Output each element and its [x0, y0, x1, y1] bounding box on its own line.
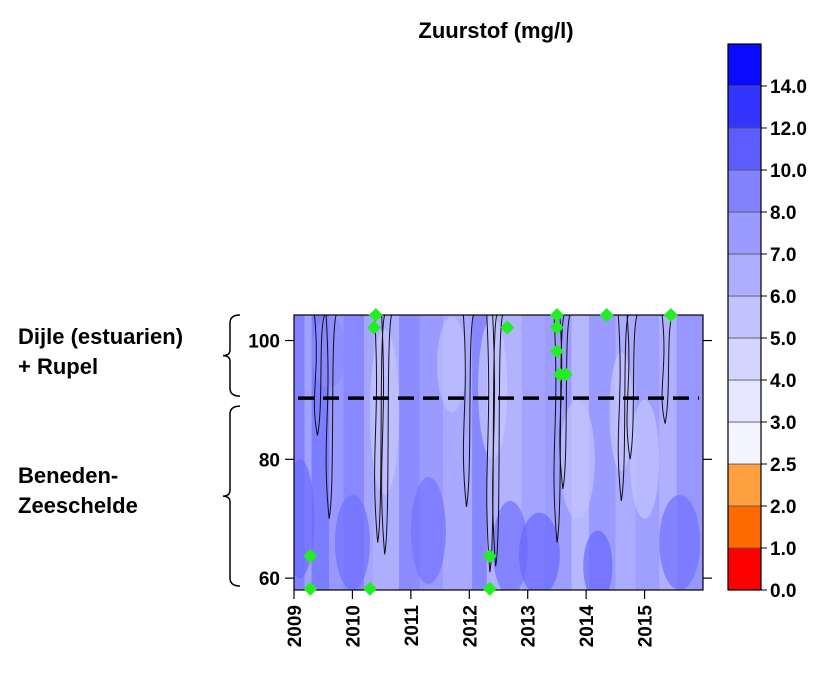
sample-point [549, 308, 564, 322]
region-label-upper: Dijle (estuarien) + Rupel [18, 322, 183, 382]
region-braces [222, 314, 241, 587]
y-axis: 60 80 100 [248, 332, 712, 590]
colorbar-label: 4.0 [770, 371, 796, 392]
contour-line [661, 315, 673, 424]
contour-line [617, 315, 629, 502]
chart-title: Zuurstof (mg/l) [418, 18, 573, 43]
heat-patch [609, 352, 633, 472]
region-label-upper-line2: + Rupel [18, 354, 99, 379]
sample-point [362, 581, 377, 596]
region-label-lower: Beneden- Zeeschelde [18, 461, 138, 521]
heat-patch [311, 316, 347, 389]
heat-band [304, 315, 312, 590]
sample-point [482, 581, 497, 596]
x-tick-label: 2015 [636, 605, 657, 648]
contour-line [462, 315, 474, 507]
colorbar-label: 5.0 [770, 329, 796, 350]
contour-line [381, 315, 393, 555]
sample-point [367, 320, 382, 335]
y-tick-label: 80 [259, 450, 280, 471]
colorbar-swatch [727, 295, 762, 339]
sample-point [558, 367, 573, 382]
colorbar-swatch [727, 379, 762, 423]
x-tick-label: 2009 [285, 605, 306, 647]
y-tick-label: 100 [248, 332, 280, 353]
y-tick-label: 60 [259, 569, 280, 590]
colorbar-swatch [727, 43, 762, 87]
colorbar-label: 8.0 [770, 203, 796, 224]
region-label-lower-line1: Beneden- [18, 463, 119, 488]
x-axis: 2009 2010 2011 2012 2013 2014 2015 [285, 590, 657, 647]
sample-point [500, 320, 515, 335]
region-brace [222, 405, 241, 587]
heat-patch [559, 399, 595, 519]
sample-point [303, 581, 318, 596]
sample-point [303, 549, 318, 564]
contour-line [559, 315, 571, 490]
heat-patch [518, 512, 560, 590]
colorbar-swatch [727, 547, 762, 591]
heat-patch [583, 530, 613, 590]
colorbar-swatch [727, 211, 762, 255]
x-tick-label: 2013 [519, 605, 540, 647]
heat-patch [629, 399, 660, 519]
colorbar-swatch [727, 463, 762, 507]
heat-band [364, 315, 373, 590]
colorbar-legend: 0.0 1.0 2.0 2.5 3.0 4.0 5.0 6.0 7.0 8.0 10.0 12.0 14… [727, 43, 807, 602]
colorbar-label: 3.0 [770, 413, 796, 434]
colorbar-label: 14.0 [770, 77, 807, 98]
colorbar-swatch [727, 505, 762, 549]
colorbar-label: 1.0 [770, 539, 796, 560]
x-tick-label: 2014 [577, 605, 598, 648]
x-tick-label: 2012 [460, 605, 481, 647]
heat-patch [369, 328, 400, 495]
colorbar-swatch [727, 253, 762, 297]
sample-point [599, 308, 614, 322]
heat-patch [294, 459, 315, 579]
heat-patch [659, 494, 701, 590]
sample-point [549, 344, 564, 359]
heat-patch [492, 500, 528, 590]
contour-line [626, 315, 638, 460]
colorbar-swatch [727, 337, 762, 381]
heat-band [294, 315, 305, 590]
colorbar-swatch [727, 169, 762, 213]
sample-point [549, 320, 564, 335]
heat-patch [437, 316, 467, 412]
sample-points [303, 308, 678, 596]
colorbar-swatch [727, 127, 762, 171]
colorbar-swatch [727, 85, 762, 129]
colorbar-label: 10.0 [770, 161, 807, 182]
colorbar-label: 2.5 [770, 455, 797, 476]
colorbar-label: 6.0 [770, 287, 796, 308]
colorbar-frame [727, 43, 762, 591]
plot-frame [293, 314, 704, 591]
colorbar-label: 12.0 [770, 119, 807, 140]
heat-patch [478, 316, 508, 460]
heat-patch [410, 477, 446, 585]
sample-point [482, 549, 497, 564]
contour-line [486, 315, 498, 573]
colorbar-swatch [727, 421, 762, 465]
x-tick-label: 2010 [343, 605, 364, 647]
region-brace [222, 314, 241, 397]
region-label-upper-line1: Dijle (estuarien) [18, 324, 184, 349]
sample-point [663, 308, 678, 322]
contour-line [492, 315, 504, 567]
contour-line [325, 315, 337, 519]
colorbar-label: 0.0 [770, 581, 796, 602]
region-label-lower-line2: Zeeschelde [18, 493, 138, 518]
x-tick-label: 2011 [402, 605, 423, 647]
sample-point [368, 308, 383, 322]
contour-line [313, 315, 325, 436]
colorbar-label: 2.0 [770, 497, 796, 518]
heat-patch [334, 494, 370, 590]
colorbar-label: 7.0 [770, 245, 796, 266]
